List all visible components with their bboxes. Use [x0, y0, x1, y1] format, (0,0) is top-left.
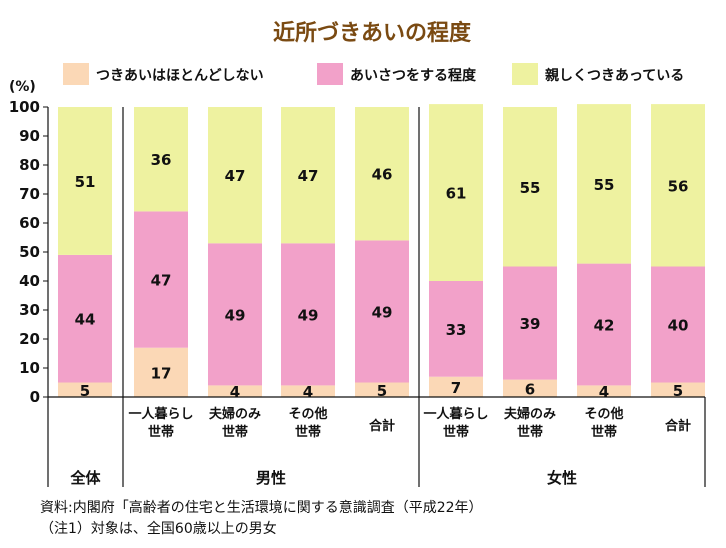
bar-segment	[429, 281, 483, 377]
bar-segment	[134, 107, 188, 212]
data-label: 39	[520, 315, 541, 333]
y-tick-label: 30	[19, 301, 40, 319]
y-tick-label: 100	[9, 98, 40, 116]
data-label: 44	[75, 311, 96, 329]
legend-label-2: あいさつをする程度	[350, 67, 477, 84]
y-tick-label: 80	[19, 156, 40, 174]
bar-segment	[577, 104, 631, 264]
legend: つきあいはほとんどしない あいさつをする程度 親しくつきあっている	[63, 63, 684, 85]
x-category-label: 一人暮らし	[128, 406, 193, 422]
x-category-label: 世帯	[443, 424, 469, 440]
data-label: 4	[303, 383, 313, 401]
data-label: 6	[525, 380, 535, 398]
x-category-label: その他	[288, 406, 327, 422]
bar-segment	[355, 240, 409, 383]
x-category-label: 一人暮らし	[423, 406, 488, 422]
bar-segment	[58, 107, 112, 255]
bar-segment	[503, 107, 557, 267]
bar-segment	[651, 266, 705, 383]
data-label: 61	[446, 185, 467, 203]
data-label: 5	[80, 382, 90, 400]
bar-segment	[281, 107, 335, 244]
footnote: （注1）対象は、全国60歳以上の男女	[40, 520, 277, 537]
bar-segment	[577, 263, 631, 386]
bar-segment	[208, 243, 262, 386]
source-note: 資料:内閣府「高齢者の住宅と生活環境に関する意識調査（平成22年）	[40, 499, 483, 516]
x-category-label: 合計	[665, 418, 691, 434]
x-category-label: 夫婦のみ	[209, 406, 261, 422]
x-category-label: 世帯	[517, 424, 543, 440]
data-label: 7	[451, 379, 461, 397]
bar-segment	[208, 107, 262, 244]
y-axis-unit: (%)	[9, 79, 36, 95]
plot-area: 0102030405060708090100544511747364494744…	[9, 98, 706, 487]
y-tick-label: 10	[19, 359, 40, 377]
data-label: 47	[298, 167, 319, 185]
data-label: 4	[599, 383, 609, 401]
bar-segment	[651, 382, 705, 397]
x-category-label: 夫婦のみ	[504, 406, 556, 422]
legend-swatch-3	[512, 63, 538, 85]
data-label: 47	[151, 272, 172, 290]
bar-segment	[429, 104, 483, 281]
bar-segment	[429, 376, 483, 397]
y-tick-label: 50	[19, 243, 40, 261]
bar-segment	[355, 107, 409, 241]
group-label: 男性	[256, 469, 286, 487]
data-label: 33	[446, 321, 467, 339]
legend-swatch-1	[63, 63, 89, 85]
y-tick-label: 90	[19, 127, 40, 145]
data-label: 5	[377, 382, 387, 400]
chart-title: 近所づきあいの程度	[273, 20, 472, 46]
x-category-label: その他	[584, 406, 623, 422]
legend-label-3: 親しくつきあっている	[545, 67, 684, 84]
x-category-label: 世帯	[295, 424, 321, 440]
y-tick-label: 70	[19, 185, 40, 203]
data-label: 40	[668, 317, 689, 335]
bar-segment	[134, 347, 188, 397]
bar-segment	[651, 104, 705, 267]
data-label: 36	[151, 151, 172, 169]
bar-segment	[134, 211, 188, 348]
data-label: 56	[668, 177, 689, 195]
group-label: 全体	[69, 469, 101, 487]
data-label: 49	[372, 303, 393, 321]
legend-swatch-2	[317, 63, 343, 85]
x-category-label: 合計	[369, 418, 395, 434]
group-label: 女性	[547, 469, 577, 487]
data-label: 5	[673, 382, 683, 400]
data-label: 4	[230, 383, 240, 401]
data-label: 55	[520, 179, 541, 197]
data-label: 47	[225, 167, 246, 185]
bar-segment	[58, 254, 112, 383]
legend-label-1: つきあいはほとんどしない	[96, 68, 264, 84]
bar-segment	[503, 379, 557, 397]
bar-segment	[281, 243, 335, 386]
data-label: 49	[225, 306, 246, 324]
data-label: 42	[594, 317, 615, 335]
bar-segment	[208, 385, 262, 397]
data-label: 51	[75, 173, 96, 191]
bar-segment	[281, 385, 335, 397]
data-label: 49	[298, 306, 319, 324]
bar-segment	[58, 382, 112, 397]
data-label: 17	[151, 364, 172, 382]
y-tick-label: 40	[19, 272, 40, 290]
bar-segment	[355, 382, 409, 397]
x-category-label: 世帯	[591, 424, 617, 440]
y-tick-label: 60	[19, 214, 40, 232]
x-category-label: 世帯	[148, 424, 174, 440]
bar-segment	[503, 266, 557, 380]
data-label: 55	[594, 176, 615, 194]
data-label: 46	[372, 166, 393, 184]
x-category-label: 世帯	[222, 424, 248, 440]
y-tick-label: 20	[19, 330, 40, 348]
y-tick-label: 0	[30, 388, 40, 406]
bar-segment	[577, 385, 631, 397]
